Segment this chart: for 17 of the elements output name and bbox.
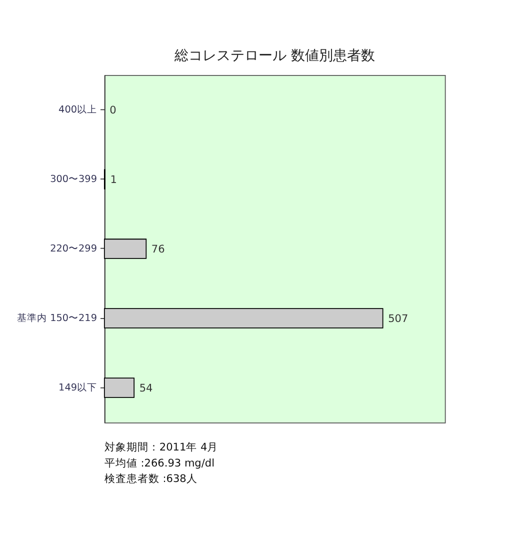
y-tick-label: 149以下 [58, 381, 97, 394]
data-label: 0 [110, 104, 116, 116]
text: 平均値 :266.93 mg/dl [104, 457, 215, 470]
text: 検査患者数 :638人 [104, 472, 198, 486]
y-tick-label: 300〜399 [50, 174, 97, 185]
text: 対象期間：2011年 4月 [104, 440, 218, 454]
data-label: 507 [388, 312, 408, 325]
bar [104, 238, 147, 259]
y-tick-label: 400以上 [58, 103, 97, 116]
data-label: 1 [110, 174, 117, 186]
bar [104, 308, 384, 328]
data-label: 76 [151, 243, 166, 256]
y-tick-label: 220〜299 [50, 243, 97, 254]
bar [104, 378, 135, 398]
chart-title: 総コレステロール 数値別患者数 [173, 48, 375, 64]
y-tick-label: 基準内 150〜219 [17, 312, 97, 324]
data-label: 54 [139, 382, 154, 394]
